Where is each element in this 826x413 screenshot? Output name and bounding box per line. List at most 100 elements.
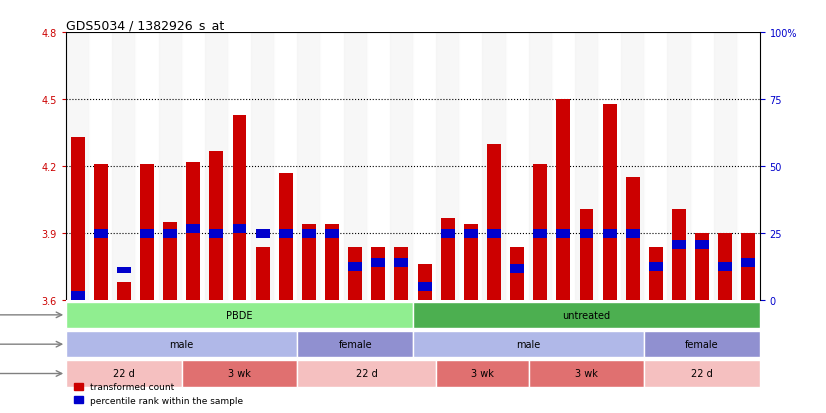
Bar bbox=[210, 229, 223, 238]
Text: PBDE: PBDE bbox=[226, 310, 253, 320]
Bar bbox=[691, 33, 714, 301]
Bar bbox=[372, 247, 385, 301]
Bar bbox=[436, 33, 459, 301]
Bar bbox=[71, 138, 84, 301]
Bar bbox=[534, 229, 547, 238]
Bar bbox=[66, 33, 89, 301]
Bar bbox=[719, 234, 732, 301]
Bar bbox=[228, 33, 251, 301]
Bar bbox=[644, 33, 667, 301]
Bar bbox=[135, 33, 159, 301]
Bar bbox=[302, 225, 316, 301]
Bar bbox=[89, 33, 112, 301]
FancyBboxPatch shape bbox=[436, 361, 529, 387]
Text: 22 d: 22 d bbox=[356, 369, 377, 379]
Bar bbox=[649, 247, 662, 301]
Text: 22 d: 22 d bbox=[113, 369, 135, 379]
Bar bbox=[552, 33, 575, 301]
Text: female: female bbox=[686, 339, 719, 349]
Bar bbox=[325, 225, 339, 301]
Bar bbox=[233, 116, 246, 301]
Bar bbox=[580, 229, 593, 238]
Bar bbox=[557, 229, 570, 238]
Bar bbox=[182, 33, 205, 301]
Bar bbox=[441, 229, 454, 238]
FancyBboxPatch shape bbox=[66, 302, 413, 328]
Bar bbox=[742, 258, 755, 267]
Bar bbox=[626, 229, 639, 238]
Bar bbox=[390, 33, 413, 301]
Bar bbox=[344, 33, 367, 301]
Bar bbox=[580, 209, 593, 301]
Legend: transformed count, percentile rank within the sample: transformed count, percentile rank withi… bbox=[70, 379, 247, 408]
Bar bbox=[117, 282, 131, 301]
Text: male: male bbox=[169, 339, 194, 349]
Bar bbox=[349, 247, 362, 301]
Bar bbox=[413, 33, 436, 301]
Bar bbox=[140, 229, 154, 238]
Bar bbox=[510, 265, 524, 274]
Bar bbox=[464, 225, 477, 301]
Bar bbox=[187, 225, 200, 234]
Bar bbox=[626, 178, 639, 301]
Bar bbox=[205, 33, 228, 301]
Text: GDS5034 / 1382926_s_at: GDS5034 / 1382926_s_at bbox=[66, 19, 225, 32]
FancyBboxPatch shape bbox=[529, 361, 644, 387]
Text: 22 d: 22 d bbox=[691, 369, 713, 379]
Text: 3 wk: 3 wk bbox=[471, 369, 494, 379]
Bar bbox=[672, 240, 686, 249]
FancyBboxPatch shape bbox=[66, 361, 182, 387]
Bar bbox=[325, 229, 339, 238]
Bar bbox=[94, 164, 107, 301]
FancyBboxPatch shape bbox=[644, 331, 760, 358]
Bar bbox=[649, 263, 662, 271]
Bar bbox=[510, 247, 524, 301]
Bar bbox=[695, 234, 709, 301]
Bar bbox=[251, 33, 274, 301]
Bar bbox=[302, 229, 316, 238]
Bar bbox=[695, 240, 709, 249]
Bar bbox=[164, 229, 177, 238]
Bar bbox=[210, 151, 223, 301]
Text: 3 wk: 3 wk bbox=[228, 369, 251, 379]
Bar bbox=[418, 265, 431, 301]
Bar bbox=[395, 247, 408, 301]
Bar bbox=[418, 282, 431, 292]
Bar bbox=[441, 218, 454, 301]
FancyBboxPatch shape bbox=[297, 361, 436, 387]
Bar bbox=[557, 100, 570, 301]
Bar bbox=[742, 234, 755, 301]
Bar bbox=[279, 173, 292, 301]
Bar bbox=[737, 33, 760, 301]
Bar bbox=[603, 104, 616, 301]
Bar bbox=[672, 209, 686, 301]
Bar bbox=[395, 258, 408, 267]
Bar bbox=[714, 33, 737, 301]
FancyBboxPatch shape bbox=[66, 331, 297, 358]
Bar bbox=[256, 247, 269, 301]
Bar bbox=[719, 263, 732, 271]
Bar bbox=[140, 164, 154, 301]
Bar bbox=[112, 33, 135, 301]
Bar bbox=[71, 292, 84, 301]
Text: female: female bbox=[339, 339, 372, 349]
FancyBboxPatch shape bbox=[297, 331, 413, 358]
Bar bbox=[187, 162, 200, 301]
FancyBboxPatch shape bbox=[413, 331, 644, 358]
Bar bbox=[320, 33, 344, 301]
Bar bbox=[349, 263, 362, 271]
Text: 3 wk: 3 wk bbox=[575, 369, 598, 379]
Text: untreated: untreated bbox=[563, 310, 610, 320]
Bar bbox=[94, 229, 107, 238]
Bar bbox=[274, 33, 297, 301]
Bar bbox=[667, 33, 691, 301]
Bar bbox=[233, 225, 246, 234]
Bar bbox=[529, 33, 552, 301]
FancyBboxPatch shape bbox=[413, 302, 760, 328]
Bar bbox=[575, 33, 598, 301]
Bar bbox=[367, 33, 390, 301]
Bar bbox=[482, 33, 506, 301]
Bar bbox=[159, 33, 182, 301]
Bar bbox=[164, 223, 177, 301]
Bar bbox=[279, 229, 292, 238]
